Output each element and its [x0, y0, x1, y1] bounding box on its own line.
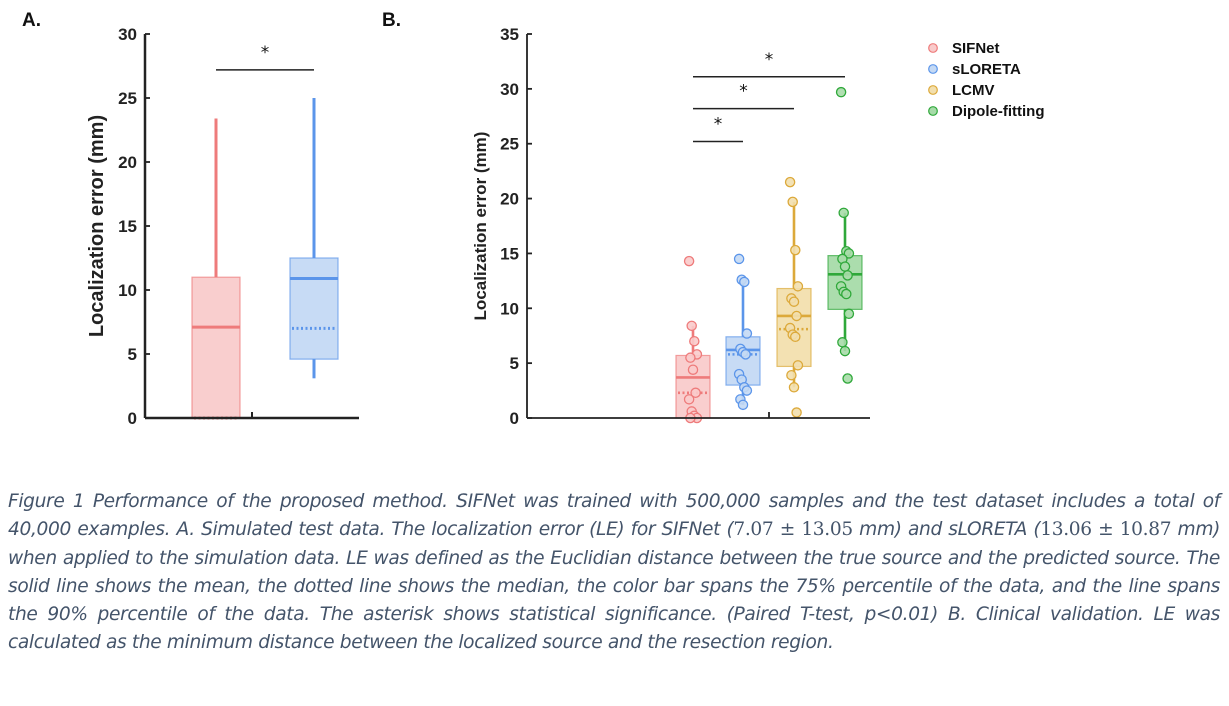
- data-point: [733, 253, 745, 265]
- data-point: [790, 244, 801, 256]
- panel-a: A. Localization error (mm) 051015202530 …: [22, 10, 359, 428]
- legend-marker: [928, 85, 938, 95]
- legend-label: LCMV: [952, 82, 995, 99]
- y-tick-label: 30: [500, 80, 519, 99]
- data-point: [739, 276, 750, 288]
- legend-item: sLORETA: [928, 61, 1021, 78]
- significance-asterisk: *: [714, 115, 723, 135]
- box-rect: [191, 276, 241, 419]
- legend-item: SIFNet: [928, 40, 1000, 57]
- legend: SIFNet sLORETA LCMV Dipole-fitting: [928, 40, 1044, 120]
- panel-b-significance: * * *: [693, 50, 845, 143]
- panel-b: B. Localization error (mm) 0 5 10 15 20 25 30 3…: [382, 10, 1044, 428]
- data-point: [685, 352, 696, 363]
- panel-a-y-axis-title: Localization error (mm): [86, 115, 108, 337]
- data-point: [838, 207, 849, 219]
- significance-asterisk: *: [261, 43, 270, 63]
- data-point: [841, 288, 852, 300]
- figure-caption: Figure 1 Performance of the proposed met…: [8, 488, 1220, 658]
- data-point: [741, 328, 753, 339]
- panel-b-label: B.: [382, 10, 401, 31]
- y-tick-label: 0: [128, 409, 137, 428]
- caption-part-2: mm) and sLORETA (: [852, 519, 1041, 541]
- y-tick-label: 15: [118, 217, 137, 236]
- panel-a-y-ticks: 0 5 10 15 20 25 30: [118, 25, 150, 428]
- data-point: [787, 196, 798, 208]
- panel-b-y-axis-title: Localization error (mm): [471, 132, 490, 321]
- data-point: [690, 387, 701, 399]
- y-tick-label: 25: [118, 89, 137, 108]
- legend-label: SIFNet: [952, 40, 1000, 57]
- y-tick-label: 35: [500, 25, 519, 44]
- y-tick-label: 30: [118, 25, 137, 44]
- data-point: [786, 369, 797, 381]
- data-point: [791, 407, 802, 418]
- box-dipole-fitting: [827, 212, 863, 352]
- y-tick-label: 10: [118, 281, 137, 300]
- box-rect: [827, 255, 863, 310]
- caption-sifnet-stat: 7.07 ± 13.05: [733, 519, 853, 541]
- data-point: [737, 399, 749, 411]
- panel-b-y-ticks: 0 5 10 15 20 25 30 35: [500, 25, 532, 428]
- data-point: [843, 248, 855, 259]
- data-point: [791, 310, 802, 322]
- y-tick-label: 5: [510, 354, 519, 373]
- panel-a-label: A.: [22, 10, 41, 31]
- box-rect: [289, 257, 339, 360]
- data-point: [741, 385, 753, 396]
- legend-label: Dipole-fitting: [952, 103, 1044, 120]
- data-point: [842, 270, 853, 281]
- caption-sloreta-stat: 13.06 ± 10.87: [1040, 519, 1172, 541]
- panel-b-boxes: [675, 201, 863, 419]
- box-sloreta: [289, 98, 339, 379]
- caption-part-1: Figure 1 Performance of the proposed met…: [8, 491, 1220, 541]
- data-point: [689, 335, 700, 347]
- data-point: [740, 349, 751, 360]
- data-point: [839, 261, 851, 272]
- y-tick-label: 20: [118, 153, 137, 172]
- y-tick-label: 25: [500, 135, 519, 154]
- legend-marker: [928, 106, 938, 116]
- data-point: [788, 296, 800, 307]
- data-point: [839, 345, 851, 357]
- data-point: [835, 86, 847, 98]
- data-point: [843, 308, 855, 320]
- legend-label: sLORETA: [952, 61, 1021, 78]
- y-tick-label: 15: [500, 244, 519, 263]
- data-point: [792, 281, 804, 292]
- figure: A. Localization error (mm) 051015202530 …: [22, 10, 1044, 428]
- significance-asterisk: *: [739, 82, 748, 102]
- legend-marker: [928, 43, 938, 53]
- y-tick-label: 20: [500, 190, 519, 209]
- legend-item: Dipole-fitting: [928, 103, 1044, 120]
- data-point: [784, 176, 796, 188]
- data-point: [837, 337, 848, 348]
- legend-item: LCMV: [928, 82, 995, 99]
- caption-part-3: mm) when applied to the simulation data.…: [8, 519, 1220, 654]
- data-point: [788, 382, 800, 393]
- box-sifnet: [191, 118, 241, 420]
- significance-asterisk: *: [765, 50, 774, 70]
- data-point: [792, 360, 804, 371]
- panel-a-boxes: [191, 98, 339, 420]
- y-tick-label: 0: [510, 409, 519, 428]
- data-point: [683, 255, 695, 267]
- data-point: [683, 394, 695, 405]
- data-point: [686, 320, 697, 332]
- data-point: [842, 373, 853, 384]
- panel-a-significance: *: [216, 43, 314, 71]
- legend-marker: [928, 64, 938, 74]
- data-point: [790, 331, 801, 343]
- y-tick-label: 5: [128, 345, 137, 364]
- y-tick-label: 10: [500, 299, 519, 318]
- data-point: [687, 364, 699, 375]
